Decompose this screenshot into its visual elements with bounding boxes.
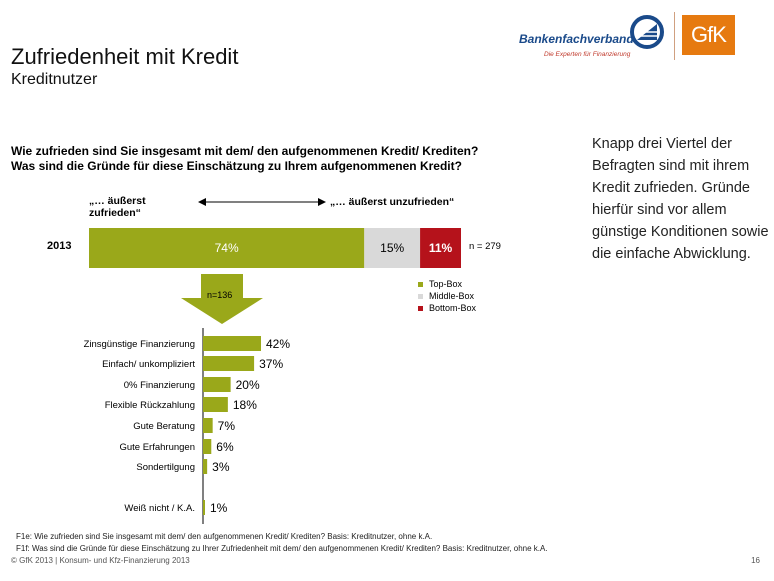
reason-2-category-label: Einfach/ unkompliziert — [102, 359, 195, 370]
legend-swatch-top-box — [418, 281, 423, 287]
reason-8-value-label: 1% — [210, 501, 228, 515]
reason-1-category-label: Zinsgünstige Finanzierung — [84, 339, 195, 350]
bar-segment-top-box — [89, 228, 365, 268]
bank-logo-mark — [630, 15, 664, 49]
scale-label-left: „… äußerst zufrieden“ — [89, 195, 146, 219]
legend-swatch-bottom-box — [418, 305, 423, 311]
legend-item-top-box: Top-Box — [418, 279, 476, 289]
legend-label-middle-box: Middle-Box — [429, 291, 475, 301]
reason-4-value-label: 18% — [233, 398, 257, 412]
logo-separator — [674, 12, 675, 60]
scale-label-right: „… äußerst unzufrieden“ — [330, 196, 455, 208]
reason-6-category-label: Gute Erfahrungen — [119, 442, 195, 453]
satisfaction-stacked-bar: 74% 15% 11% — [89, 228, 461, 268]
legend-label-bottom-box: Bottom-Box — [429, 303, 477, 313]
bar-segment-middle-box — [364, 228, 421, 268]
summary-note: Knapp drei Viertel der Befragten sind mi… — [592, 136, 769, 262]
reason-2-bar — [203, 356, 255, 371]
legend: Top-Box Middle-Box Bottom-Box — [418, 279, 476, 313]
reason-2-value-label: 37% — [259, 357, 283, 371]
bar-label-middle-box: 15% — [380, 241, 404, 255]
reason-6-value-label: 6% — [216, 440, 234, 454]
reason-6-bar — [203, 439, 212, 454]
reason-7-value-label: 3% — [212, 460, 230, 474]
bank-logo-text: Bankenfachverband — [519, 32, 634, 46]
question-line-1: Wie zufrieden sind Sie insgesamt mit dem… — [11, 144, 479, 158]
bar-segment-bottom-box — [420, 228, 461, 268]
reason-3-value-label: 20% — [236, 378, 260, 392]
reasons-bar-chart: Zinsgünstige Finanzierung 42% Einfach/ unk… — [84, 328, 290, 524]
question-line-2: Was sind die Gründe für diese Einschätzu… — [11, 159, 462, 173]
legend-item-bottom-box: Bottom-Box — [418, 303, 476, 313]
footnote-1: F1e: Wie zufrieden sind Sie insgesamt mi… — [16, 532, 433, 541]
footnote-2: F1f: Was sind die Gründe für diese Einsc… — [16, 544, 548, 553]
drilldown-arrow — [181, 274, 263, 324]
reason-8-category-label: Weiß nicht / K.A. — [124, 503, 195, 514]
page-subtitle: Kreditnutzer — [11, 71, 98, 88]
copyright: © GfK 2013 | Konsum- und Kfz-Finanzierun… — [11, 556, 190, 565]
reason-3-bar — [203, 377, 231, 392]
reason-1-value-label: 42% — [266, 337, 290, 351]
reason-1-bar — [203, 336, 261, 351]
legend-item-middle-box: Middle-Box — [418, 291, 476, 301]
reason-4-category-label: Flexible Rückzahlung — [105, 400, 195, 411]
legend-label-top-box: Top-Box — [429, 279, 463, 289]
bar-label-top-box: 74% — [215, 241, 239, 255]
reasons-n-label: n=136 — [207, 290, 233, 300]
reason-7-bar — [203, 459, 208, 474]
bank-logo — [519, 14, 669, 64]
reason-5-bar — [203, 418, 213, 433]
bank-logo-tagline: Die Experten für Finanzierung — [544, 51, 631, 58]
reason-3-category-label: 0% Finanzierung — [124, 380, 195, 391]
year-label: 2013 — [47, 240, 72, 252]
reason-5-value-label: 7% — [218, 419, 236, 433]
total-n-label: n = 279 — [469, 241, 501, 252]
reason-7-category-label: Sondertilgung — [136, 462, 195, 473]
scale-arrow — [198, 198, 326, 206]
page-number: 16 — [751, 556, 760, 565]
bar-label-bottom-box: 11% — [429, 241, 453, 255]
legend-swatch-middle-box — [418, 293, 423, 299]
reason-4-bar — [203, 397, 228, 412]
survey-question: Wie zufrieden sind Sie insgesamt mit dem… — [11, 144, 478, 174]
page-title: Zufriedenheit mit Kredit — [11, 44, 239, 69]
reason-5-category-label: Gute Beratung — [133, 421, 195, 432]
gfk-logo: GfK — [682, 15, 735, 55]
reason-8-bar — [203, 500, 205, 515]
